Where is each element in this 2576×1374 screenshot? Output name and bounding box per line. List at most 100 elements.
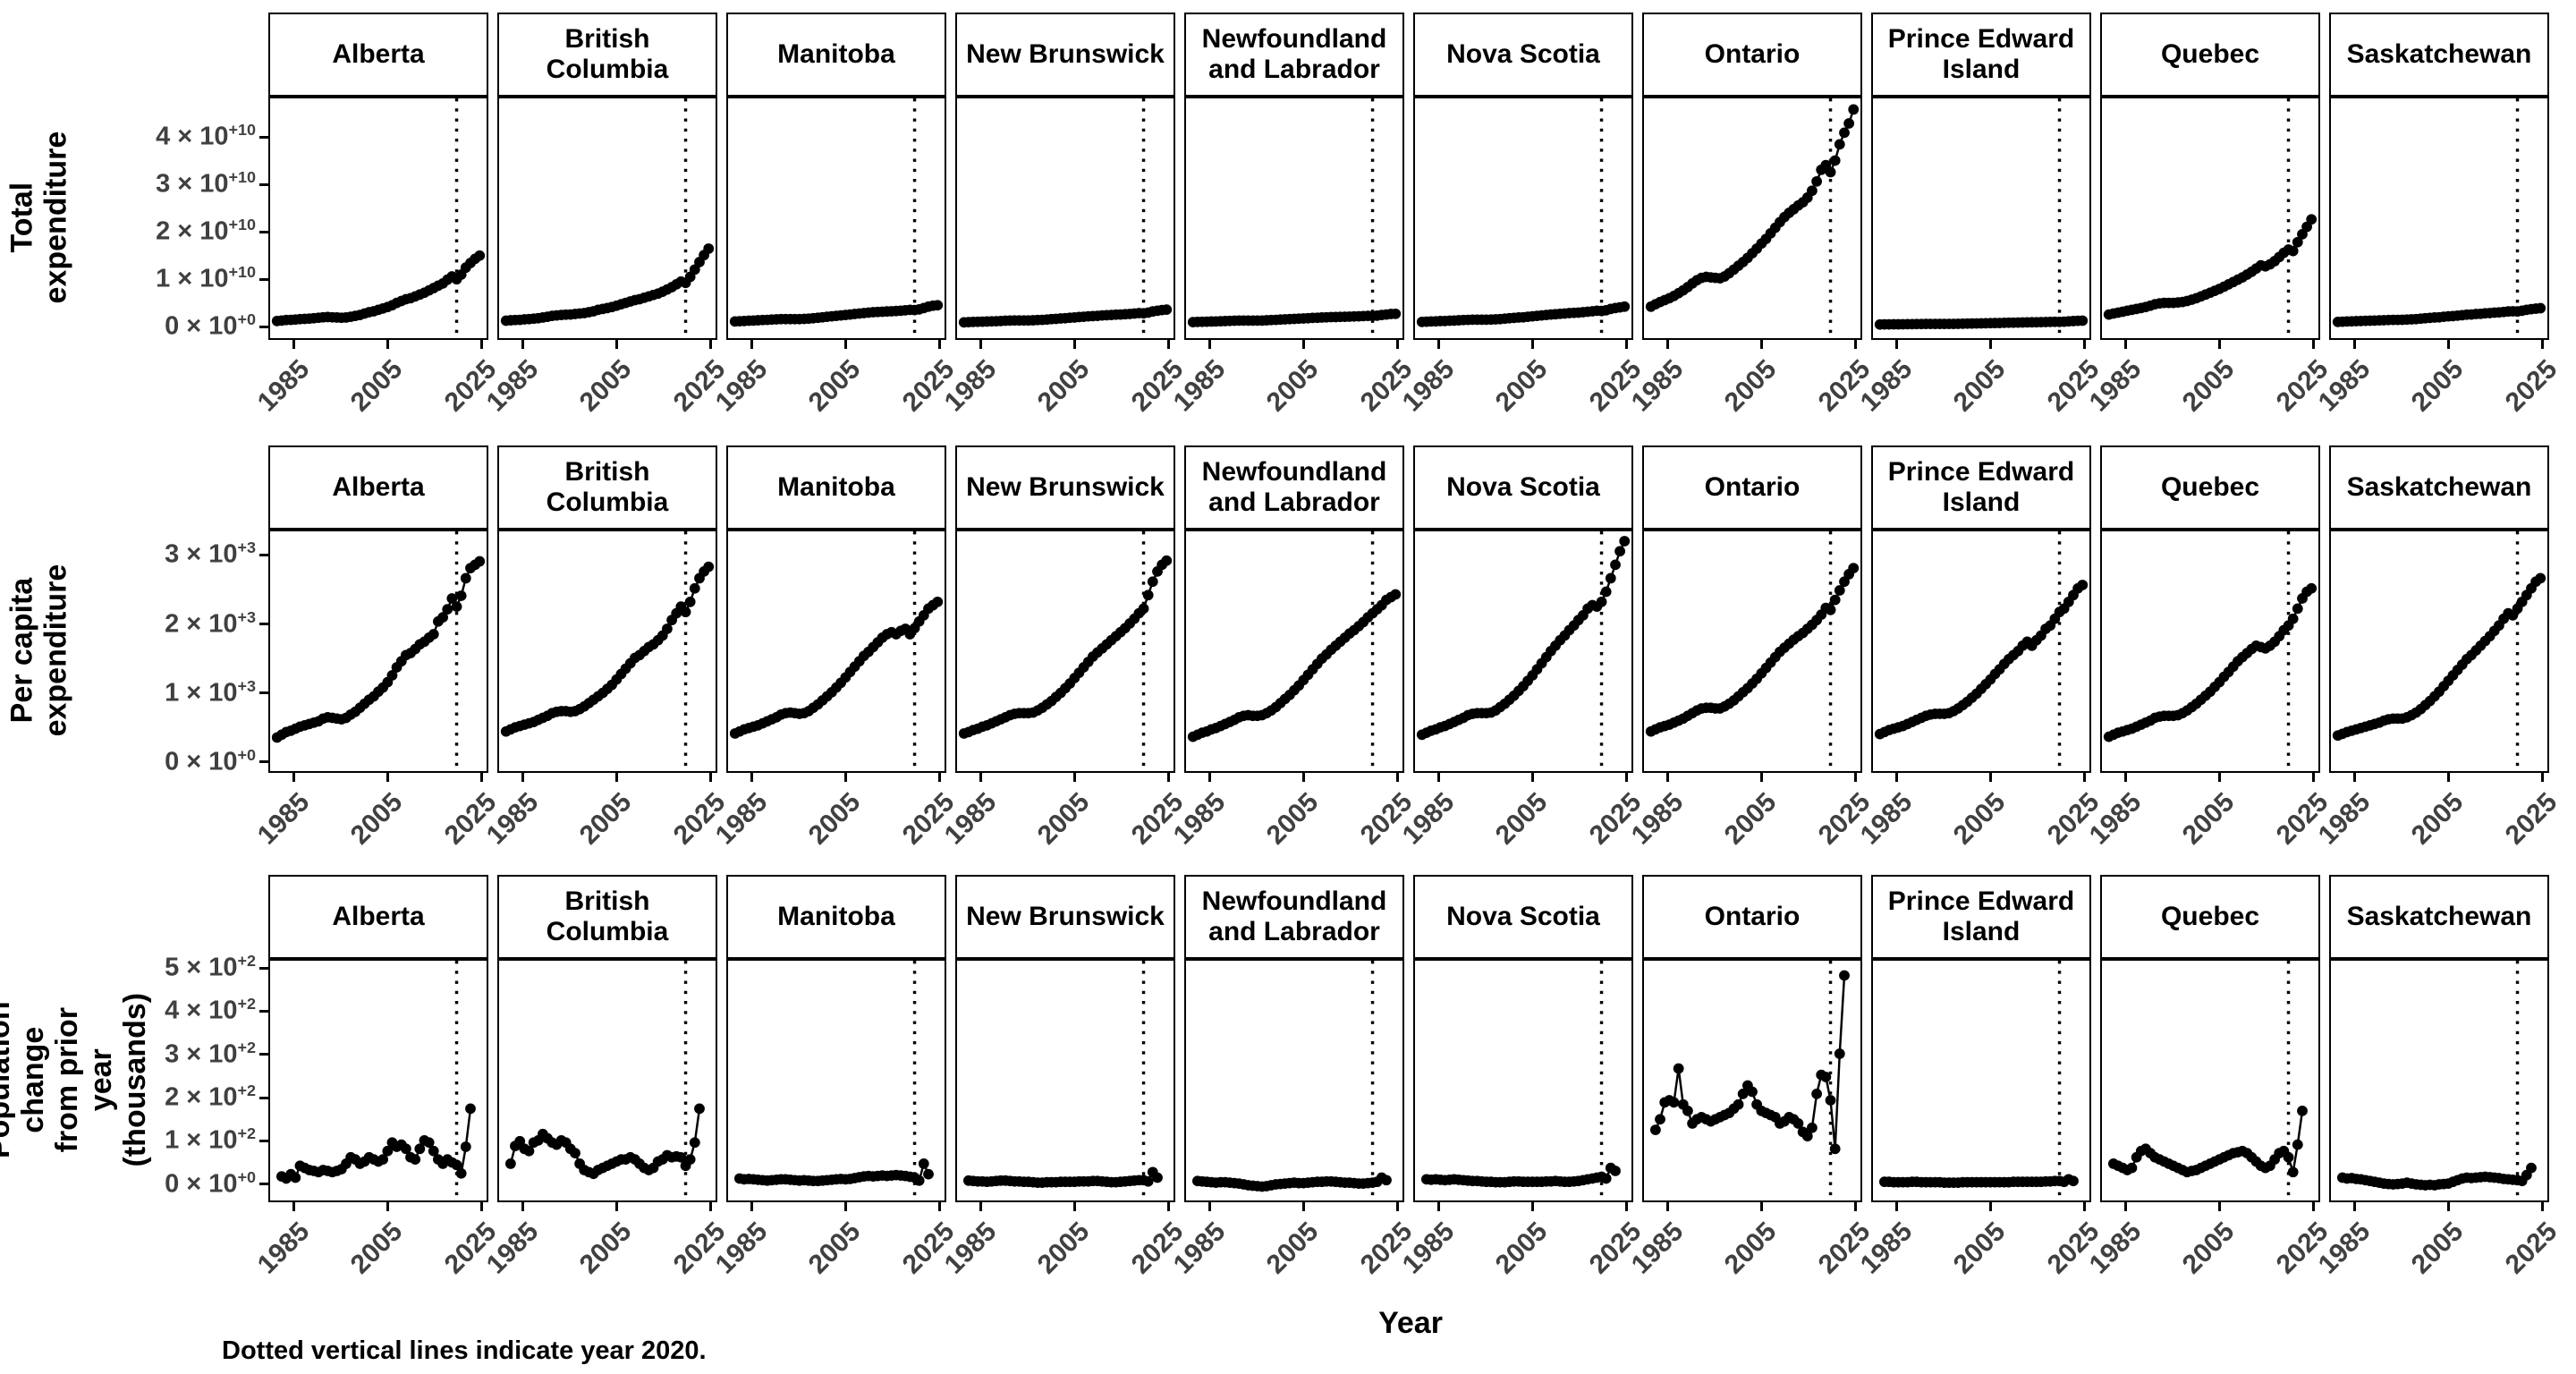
y-tick-label: 5 × 10+2 bbox=[165, 952, 256, 982]
data-point bbox=[1138, 603, 1149, 615]
data-point bbox=[400, 1143, 411, 1155]
data-point bbox=[694, 1103, 705, 1115]
data-point bbox=[689, 1137, 700, 1149]
panel-total-expenditure-saskatchewan bbox=[2329, 95, 2549, 340]
data-point bbox=[1161, 304, 1173, 315]
panel-plot-quebec bbox=[2103, 98, 2318, 338]
x-tick-mark bbox=[843, 773, 847, 782]
panel-per-capita-expenditure-newfoundland-and-labrador bbox=[1184, 528, 1404, 773]
data-point bbox=[2292, 236, 2303, 248]
data-point bbox=[437, 612, 449, 623]
strip-label-prince-edward-island: Prince Edward Island bbox=[1871, 13, 2091, 95]
x-tick-mark bbox=[1666, 340, 1670, 349]
panel-total-expenditure-alberta bbox=[268, 95, 488, 340]
data-point bbox=[1747, 1086, 1758, 1098]
x-tick-mark bbox=[1759, 340, 1763, 349]
data-point bbox=[2535, 302, 2546, 314]
panel-per-capita-expenditure-nova-scotia bbox=[1413, 528, 1633, 773]
x-tick-mark bbox=[1624, 773, 1628, 782]
strip-label-new-brunswick: New Brunswick bbox=[955, 13, 1175, 95]
y-tick-mark bbox=[259, 966, 268, 970]
strip-label-newfoundland-and-labrador: Newfoundland and Labrador bbox=[1184, 13, 1404, 95]
panel-plot-british-columbia bbox=[500, 531, 715, 771]
x-tick-mark bbox=[1988, 340, 1992, 349]
x-tick-mark bbox=[1530, 1202, 1534, 1211]
x-tick-mark bbox=[2217, 773, 2221, 782]
x-tick-label: 2005 bbox=[1719, 354, 1783, 418]
panel-total-expenditure-quebec bbox=[2100, 95, 2320, 340]
data-point bbox=[1610, 1166, 1621, 1176]
x-tick-mark bbox=[1759, 1202, 1763, 1211]
x-tick-mark bbox=[1437, 340, 1441, 349]
data-point bbox=[2068, 1175, 2079, 1187]
y-tick-mark bbox=[259, 1183, 268, 1186]
data-point bbox=[410, 1154, 421, 1165]
data-point bbox=[1825, 604, 1836, 615]
x-tick-mark bbox=[1853, 340, 1857, 349]
panel-plot-ontario bbox=[1645, 531, 1860, 771]
x-tick-mark bbox=[1395, 340, 1399, 349]
data-point bbox=[428, 1145, 439, 1157]
x-tick-mark bbox=[1437, 773, 1441, 782]
y-tick-mark bbox=[259, 182, 268, 186]
x-tick-mark bbox=[1666, 1202, 1670, 1211]
strip-label-alberta: Alberta bbox=[268, 445, 488, 528]
data-point bbox=[1161, 555, 1173, 566]
x-tick-label: 2005 bbox=[574, 354, 638, 418]
data-series-line-ontario bbox=[1650, 567, 1855, 733]
data-point bbox=[932, 596, 944, 607]
x-tick-mark bbox=[1395, 1202, 1399, 1211]
panel-plot-nova-scotia bbox=[1416, 531, 1631, 771]
x-tick-mark bbox=[1988, 1202, 1992, 1211]
data-point bbox=[1390, 308, 1402, 319]
x-tick-mark bbox=[292, 773, 296, 782]
data-point bbox=[1848, 563, 1860, 573]
data-point bbox=[1390, 589, 1402, 600]
x-tick-mark bbox=[2217, 340, 2221, 349]
strip-label-saskatchewan: Saskatchewan bbox=[2329, 875, 2549, 957]
data-point bbox=[1600, 586, 1612, 598]
data-point bbox=[1600, 1173, 1612, 1184]
x-tick-mark bbox=[2124, 1202, 2128, 1211]
x-tick-mark bbox=[937, 773, 941, 782]
strip-label-saskatchewan: Saskatchewan bbox=[2329, 13, 2549, 95]
panel-per-capita-expenditure-saskatchewan bbox=[2329, 528, 2549, 773]
data-point bbox=[2535, 572, 2546, 584]
y-tick-label: 0 × 10+0 bbox=[165, 1167, 256, 1199]
x-tick-mark bbox=[1072, 340, 1076, 349]
data-point bbox=[2306, 214, 2318, 225]
data-point bbox=[455, 590, 467, 601]
data-point bbox=[451, 1159, 462, 1171]
x-tick-mark bbox=[1208, 773, 1212, 782]
y-tick-label: 3 × 10+2 bbox=[165, 1038, 256, 1069]
panel-plot-british-columbia bbox=[500, 98, 715, 338]
data-point bbox=[1839, 127, 1850, 139]
data-point bbox=[1829, 1143, 1841, 1155]
data-point bbox=[1649, 1124, 1661, 1135]
x-tick-mark bbox=[1895, 1202, 1899, 1211]
x-tick-label: 2005 bbox=[1032, 354, 1096, 418]
panel-per-capita-expenditure-ontario bbox=[1642, 528, 1862, 773]
x-tick-mark bbox=[521, 1202, 525, 1211]
y-tick-mark bbox=[259, 760, 268, 764]
x-tick-label: 2005 bbox=[2406, 1217, 2470, 1280]
panel-plot-newfoundland-and-labrador bbox=[1191, 961, 1392, 1200]
panel-plot-ontario bbox=[1649, 961, 1850, 1200]
data-series-line-alberta bbox=[276, 560, 480, 739]
panel-plot-manitoba bbox=[729, 531, 944, 771]
x-tick-mark bbox=[614, 340, 618, 349]
x-tick-mark bbox=[2217, 1202, 2221, 1211]
data-point bbox=[446, 593, 458, 604]
panel-plot-new-brunswick bbox=[962, 961, 1163, 1200]
data-point bbox=[1733, 1098, 1744, 1110]
data-point bbox=[414, 1143, 426, 1155]
strip-label-ontario: Ontario bbox=[1642, 13, 1862, 95]
panel-plot-alberta bbox=[275, 961, 476, 1200]
y-tick-label: 0 × 10+0 bbox=[165, 310, 256, 341]
data-series-line-saskatchewan bbox=[2337, 577, 2541, 737]
y-axis-title-text: Per capita expenditure bbox=[4, 564, 73, 737]
x-tick-mark bbox=[1759, 773, 1763, 782]
x-tick-label: 2005 bbox=[1948, 354, 2012, 418]
x-tick-mark bbox=[521, 340, 525, 349]
x-tick-label: 2005 bbox=[345, 354, 409, 418]
